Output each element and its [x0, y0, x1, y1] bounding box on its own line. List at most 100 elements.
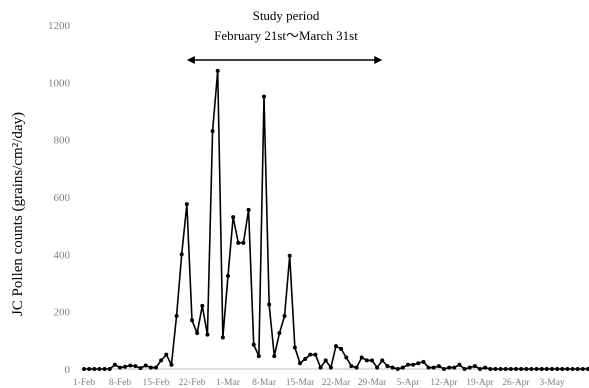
- data-point: [580, 367, 585, 371]
- x-tick-label: 12-Apr: [430, 378, 458, 388]
- series-line: [84, 70, 588, 370]
- data-point: [514, 367, 518, 371]
- data-point: [416, 361, 421, 366]
- data-point: [354, 365, 359, 370]
- y-tick-label: 200: [54, 307, 71, 319]
- data-point: [246, 207, 251, 212]
- data-point: [97, 367, 102, 371]
- data-point: [493, 367, 498, 371]
- data-point: [560, 367, 565, 371]
- data-point: [112, 362, 117, 367]
- data-point: [138, 366, 143, 371]
- data-point: [555, 367, 560, 371]
- arrow-head-right: [374, 56, 383, 64]
- data-point: [118, 365, 122, 370]
- data-point: [256, 354, 261, 359]
- data-point: [102, 367, 107, 371]
- data-point: [231, 215, 236, 220]
- data-point: [478, 367, 482, 371]
- data-point: [190, 318, 194, 323]
- data-point: [154, 365, 158, 370]
- x-tick-label: 1-Mar: [216, 378, 241, 388]
- y-tick-label: 400: [54, 249, 71, 261]
- data-point: [318, 365, 323, 370]
- data-point: [164, 352, 169, 357]
- data-point: [488, 367, 493, 371]
- data-point: [323, 358, 328, 363]
- x-axis: 1-Feb 8-Feb 15-Feb 22-Feb 1-Mar 8-Mar 15-Mar 22…: [73, 368, 588, 388]
- data-point: [179, 252, 184, 257]
- data-point: [272, 354, 277, 359]
- data-point: [539, 367, 544, 371]
- data-point: [400, 365, 405, 370]
- data-point: [570, 367, 575, 371]
- data-point: [447, 365, 452, 370]
- data-point: [215, 68, 220, 73]
- data-point: [472, 364, 477, 369]
- data-point: [370, 358, 374, 363]
- y-tick-label: 600: [54, 192, 71, 204]
- data-point: [575, 367, 580, 371]
- data-point: [292, 345, 297, 350]
- data-point: [524, 367, 529, 371]
- data-point: [267, 302, 272, 307]
- y-tick-label: 0: [65, 364, 71, 376]
- data-point: [565, 367, 570, 371]
- data-point: [586, 367, 589, 371]
- data-point: [82, 367, 86, 371]
- study-period-label: Study period: [253, 8, 320, 23]
- data-point: [364, 358, 369, 363]
- y-tick-label: 1000: [48, 77, 71, 89]
- data-point: [277, 331, 282, 336]
- data-point: [200, 303, 205, 308]
- data-point: [359, 355, 364, 360]
- data-point: [426, 365, 431, 370]
- data-point: [385, 364, 390, 369]
- data-point: [375, 365, 380, 370]
- data-point: [133, 364, 138, 369]
- data-point: [262, 94, 266, 99]
- data-point: [508, 367, 513, 371]
- data-point: [128, 363, 133, 368]
- data-point: [436, 364, 441, 369]
- y-axis: 0 200 400 600 800 1000 1200: [48, 20, 71, 376]
- data-point: [519, 367, 524, 371]
- x-tick-label: 15-Mar: [286, 378, 315, 388]
- data-point: [442, 367, 446, 371]
- study-period-annotation: Study period February 21st〜March 31st: [186, 8, 383, 64]
- data-point: [236, 240, 241, 245]
- data-point: [123, 364, 128, 369]
- data-point: [411, 362, 416, 367]
- data-point: [308, 352, 313, 357]
- data-point: [159, 358, 164, 363]
- data-point: [467, 365, 472, 370]
- series-group: [82, 68, 589, 371]
- x-tick-label: 8-Mar: [252, 378, 277, 388]
- data-point: [313, 352, 318, 357]
- data-point: [534, 367, 539, 371]
- data-point: [169, 362, 174, 367]
- x-tick-label: 22-Mar: [322, 378, 351, 388]
- y-tick-label: 1200: [48, 20, 71, 32]
- data-point: [462, 367, 467, 371]
- data-point: [287, 253, 292, 258]
- data-point: [390, 365, 395, 370]
- data-point: [148, 365, 153, 370]
- x-tick-label: 5-Apr: [397, 378, 421, 388]
- arrow-head-left: [186, 56, 195, 64]
- data-point: [431, 365, 436, 370]
- data-point: [251, 342, 256, 347]
- x-tick-label: 26-Apr: [502, 378, 530, 388]
- data-point: [210, 129, 215, 134]
- data-point: [457, 362, 462, 367]
- data-point: [380, 358, 385, 363]
- data-point: [349, 364, 354, 369]
- y-tick-label: 800: [54, 135, 71, 147]
- data-point: [92, 367, 97, 371]
- data-point: [334, 344, 338, 349]
- x-tick-label: 3-May: [539, 378, 565, 388]
- data-point: [529, 367, 534, 371]
- data-point: [395, 367, 400, 371]
- data-point: [195, 331, 200, 336]
